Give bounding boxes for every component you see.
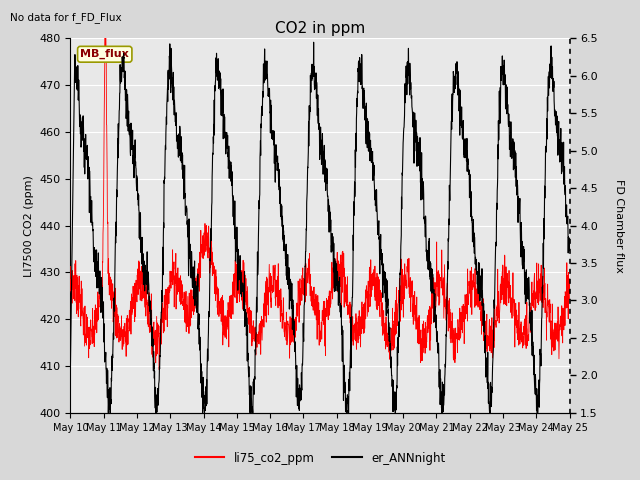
Y-axis label: FD Chamber flux: FD Chamber flux (614, 179, 625, 273)
Text: MB_flux: MB_flux (81, 49, 129, 60)
Text: No data for f_FD_Flux: No data for f_FD_Flux (10, 12, 122, 24)
Y-axis label: LI7500 CO2 (ppm): LI7500 CO2 (ppm) (24, 175, 34, 276)
Legend: li75_co2_ppm, er_ANNnight: li75_co2_ppm, er_ANNnight (190, 447, 450, 469)
Title: CO2 in ppm: CO2 in ppm (275, 21, 365, 36)
